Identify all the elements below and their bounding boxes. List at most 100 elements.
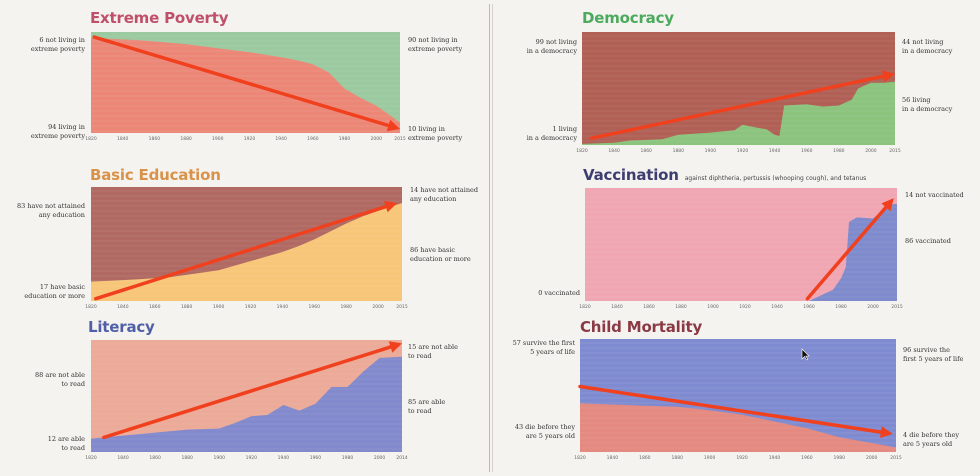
- x-tick-label: 1900: [707, 304, 719, 310]
- x-tick-label: 1900: [705, 148, 717, 154]
- x-tick-label: 1820: [574, 455, 586, 461]
- x-tick-label: 1920: [244, 136, 256, 142]
- label-left-top: 57 survive the first 5 years of life: [512, 339, 575, 356]
- label-right-top: 14 have not attained any education: [410, 186, 479, 203]
- title-text: Vaccination: [583, 166, 679, 184]
- x-tick-label: 2000: [374, 455, 386, 461]
- chart-poverty: 1820 1840 1860 1880 1900 1920 1940 1960 1980 2000…: [85, 32, 406, 142]
- label-left-bottom: 12 are able to read: [47, 435, 85, 452]
- chart-vaccination: 1820 1840 1860 1880 1900 1920 1940 1960 1980 2000…: [579, 188, 903, 310]
- x-tick-label: 1840: [608, 148, 620, 154]
- label-left-bottom: 17 have basic education or more: [24, 283, 85, 300]
- x-tick-label: 1860: [149, 304, 161, 310]
- x-tick-label: 1960: [309, 304, 321, 310]
- x-tick-label: 1860: [149, 455, 161, 461]
- x-tick-label: 1860: [640, 148, 652, 154]
- chart-title-mortality: Child Mortality: [580, 318, 703, 336]
- label-right-bottom: 10 living in extreme poverty: [408, 125, 463, 142]
- label-right-top: 15 are not able to read: [408, 343, 458, 360]
- trend-arrow-shaft: [589, 74, 886, 140]
- label-right-top: 44 not living in a democracy: [902, 38, 953, 55]
- x-tick-label: 1880: [181, 304, 193, 310]
- x-tick-label: 1840: [117, 136, 129, 142]
- label-left-bottom: 0 vaccinated: [538, 289, 580, 297]
- label-right-top: 96 survive the first 5 years of life: [903, 346, 964, 363]
- chart-title-democracy: Democracy: [582, 9, 674, 27]
- x-tick-label: 2000: [866, 455, 878, 461]
- x-tick-label: 2000: [371, 136, 383, 142]
- x-tick-label: 1820: [85, 136, 97, 142]
- chart-title-poverty: Extreme Poverty: [90, 9, 229, 27]
- label-left-top: 99 not living in a democracy: [526, 38, 577, 55]
- trend-arrow-shaft: [102, 345, 393, 440]
- chart-subtitle: against diphtheria, pertussis (whooping …: [684, 175, 867, 182]
- panel-divider: [489, 4, 493, 472]
- x-tick-label: 1920: [737, 148, 749, 154]
- trend-arrow-head-icon: [388, 341, 402, 353]
- chart-education: 1820 1840 1860 1880 1900 1920 1940 1960 1980 2000…: [85, 187, 408, 310]
- x-tick-label: 1960: [310, 455, 322, 461]
- label-left-top: 83 have not attained any education: [16, 202, 85, 219]
- x-tick-label: 2015: [889, 148, 901, 154]
- x-tick-label: 1940: [769, 455, 781, 461]
- chart-literacy: 1820 1840 1860 1880 1900 1920 1940 1960 1980 2000…: [85, 340, 408, 461]
- trend-arrow-shaft: [92, 35, 391, 128]
- area-bottom-series: [91, 356, 402, 452]
- x-tick-label: 1900: [212, 136, 224, 142]
- area-bottom-series: [582, 81, 895, 145]
- area-bottom-series: [91, 38, 400, 133]
- trend-arrow-shaft: [578, 384, 883, 434]
- label-right-bottom: 86 have basic education or more: [410, 246, 471, 263]
- x-tick-label: 1820: [576, 148, 588, 154]
- trend-arrow-shaft: [94, 204, 388, 301]
- x-tick-label: 1940: [769, 148, 781, 154]
- x-tick-label: 2015: [890, 455, 902, 461]
- label-left-top: 6 not living in extreme poverty: [30, 36, 85, 53]
- x-tick-label: 2000: [372, 304, 384, 310]
- label-left-bottom: 43 die before they are 5 years old: [514, 423, 575, 440]
- trend-arrow-head-icon: [881, 198, 894, 212]
- label-right-bottom: 56 living in a democracy: [902, 96, 953, 113]
- x-tick-label: 1900: [214, 455, 226, 461]
- label-left-bottom: 1 living in a democracy: [526, 125, 577, 142]
- x-tick-label: 1960: [803, 304, 815, 310]
- x-tick-label: 1880: [672, 455, 684, 461]
- label-left-top: 88 are not able to read: [35, 371, 85, 388]
- label-right-top: 90 not living in extreme poverty: [408, 36, 463, 53]
- x-tick-label: 1960: [307, 136, 319, 142]
- x-tick-label: 1820: [85, 304, 97, 310]
- x-tick-label: 1880: [675, 304, 687, 310]
- x-tick-label: 2000: [865, 148, 877, 154]
- x-tick-label: 1840: [117, 455, 129, 461]
- label-right-top: 14 not vaccinated: [905, 191, 964, 199]
- trend-arrow-head-icon: [386, 119, 400, 132]
- chart-title-education: Basic Education: [90, 166, 221, 184]
- chart-title-vaccination: Vaccination against diphtheria, pertussis…: [583, 166, 866, 184]
- x-tick-label: 1980: [833, 148, 845, 154]
- label-left-bottom: 94 living in extreme poverty: [30, 123, 85, 140]
- x-tick-label: 2015: [396, 304, 408, 310]
- x-tick-label: 1820: [579, 304, 591, 310]
- mouse-cursor-icon: [801, 348, 810, 361]
- x-tick-label: 1920: [736, 455, 748, 461]
- area-bottom-series: [585, 203, 897, 301]
- x-tick-label: 1940: [771, 304, 783, 310]
- x-tick-label: 1880: [181, 455, 193, 461]
- x-tick-label: 1980: [835, 304, 847, 310]
- x-tick-label: 1860: [643, 304, 655, 310]
- chart-title-literacy: Literacy: [88, 318, 155, 336]
- x-tick-label: 1980: [342, 455, 354, 461]
- x-tick-label: 1920: [245, 304, 257, 310]
- x-tick-label: 1980: [340, 304, 352, 310]
- x-tick-label: 1940: [275, 136, 287, 142]
- label-right-bottom: 85 are able to read: [408, 398, 446, 415]
- chart-democracy: 1820 1840 1860 1880 1900 1920 1940 1960 1980 2000…: [576, 32, 901, 154]
- x-tick-label: 2014: [396, 455, 408, 461]
- x-tick-label: 1840: [611, 304, 623, 310]
- x-tick-label: 1820: [85, 455, 97, 461]
- x-tick-label: 1880: [180, 136, 192, 142]
- x-tick-label: 2015: [891, 304, 903, 310]
- x-tick-label: 1940: [278, 455, 290, 461]
- x-tick-label: 1840: [117, 304, 129, 310]
- x-tick-label: 1880: [673, 148, 685, 154]
